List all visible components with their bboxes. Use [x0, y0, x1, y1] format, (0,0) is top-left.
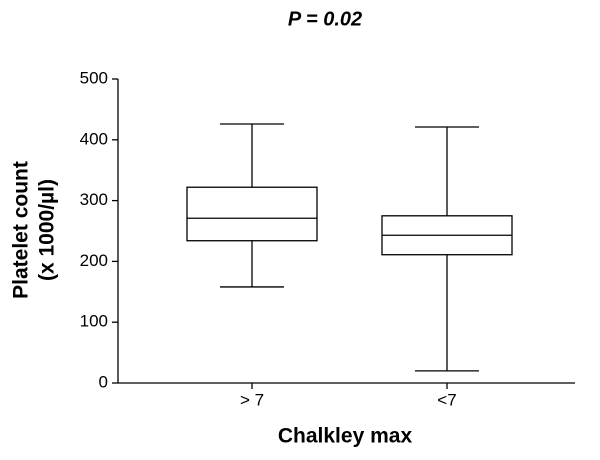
- y-tick-label: 500: [80, 68, 108, 87]
- x-axis-label: Chalkley max: [278, 425, 413, 448]
- y-tick-label: 400: [80, 129, 108, 148]
- y-tick-label: 0: [99, 372, 108, 391]
- y-axis-label: (x 1000/µl): [36, 179, 59, 281]
- y-tick-label: 200: [80, 251, 108, 270]
- y-tick-label: 100: [80, 312, 108, 331]
- x-tick-label: > 7: [240, 390, 264, 409]
- y-tick-label: 300: [80, 190, 108, 209]
- chart-title: P = 0.02: [288, 8, 362, 30]
- box: [186, 186, 318, 242]
- x-tick-label: <7: [437, 390, 456, 409]
- y-axis-label: Platelet count: [10, 161, 33, 299]
